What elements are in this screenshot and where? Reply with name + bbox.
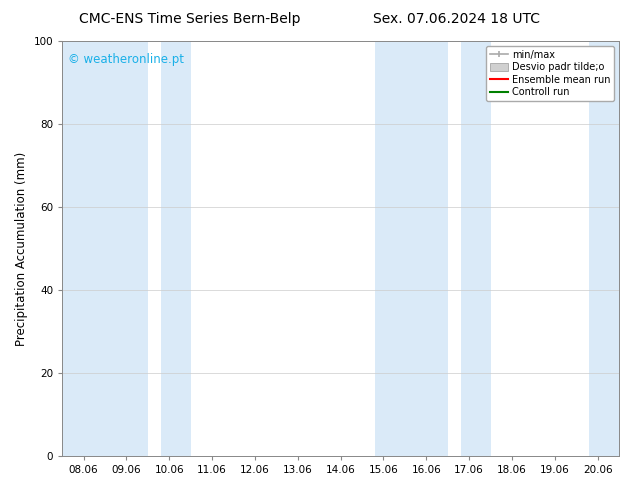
- Bar: [62, 41, 148, 456]
- Text: CMC-ENS Time Series Bern-Belp: CMC-ENS Time Series Bern-Belp: [79, 12, 301, 26]
- Legend: min/max, Desvio padr tilde;o, Ensemble mean run, Controll run: min/max, Desvio padr tilde;o, Ensemble m…: [486, 46, 614, 101]
- Text: © weatheronline.pt: © weatheronline.pt: [68, 53, 184, 67]
- Bar: [375, 41, 448, 456]
- Text: Sex. 07.06.2024 18 UTC: Sex. 07.06.2024 18 UTC: [373, 12, 540, 26]
- Bar: [460, 41, 491, 456]
- Bar: [589, 41, 623, 456]
- Bar: [160, 41, 191, 456]
- Y-axis label: Precipitation Accumulation (mm): Precipitation Accumulation (mm): [15, 151, 28, 345]
